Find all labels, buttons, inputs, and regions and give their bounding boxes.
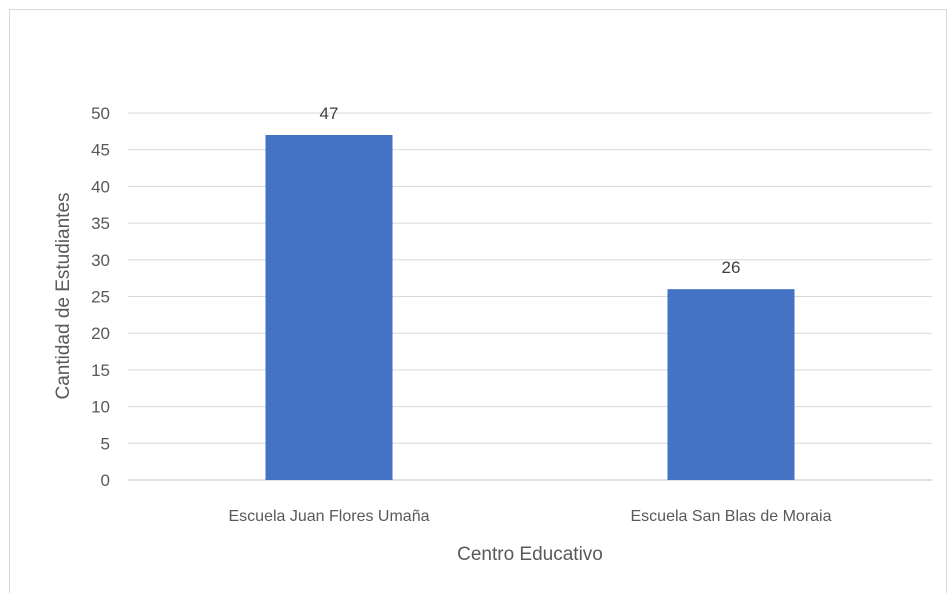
bars <box>265 135 795 480</box>
y-tick-label: 15 <box>91 361 110 380</box>
bar-data-label: 47 <box>320 104 339 123</box>
y-tick-label: 10 <box>91 398 110 417</box>
y-tick-label: 35 <box>91 214 110 233</box>
bar <box>667 289 795 480</box>
y-tick-label: 50 <box>91 104 110 123</box>
x-axis-categories: Escuela Juan Flores Umaña Escuela San Bla… <box>229 508 832 525</box>
y-axis-ticks: 0 5 10 15 20 25 30 35 40 45 50 <box>91 104 110 490</box>
y-tick-label: 0 <box>101 471 110 490</box>
x-category-label: Escuela Juan Flores Umaña <box>229 508 430 525</box>
bar <box>265 135 393 480</box>
gridlines <box>128 112 932 481</box>
data-labels: 47 26 <box>320 104 741 277</box>
x-axis-title: Centro Educativo <box>457 544 603 565</box>
x-category-label: Escuela San Blas de Moraia <box>631 508 832 525</box>
bar-data-label: 26 <box>722 258 741 277</box>
y-tick-label: 45 <box>91 141 110 160</box>
y-tick-label: 25 <box>91 288 110 307</box>
y-tick-label: 30 <box>91 251 110 270</box>
y-axis-title: Cantidad de Estudiantes <box>53 192 74 399</box>
y-tick-label: 40 <box>91 177 110 196</box>
y-tick-label: 5 <box>101 434 110 453</box>
y-tick-label: 20 <box>91 324 110 343</box>
